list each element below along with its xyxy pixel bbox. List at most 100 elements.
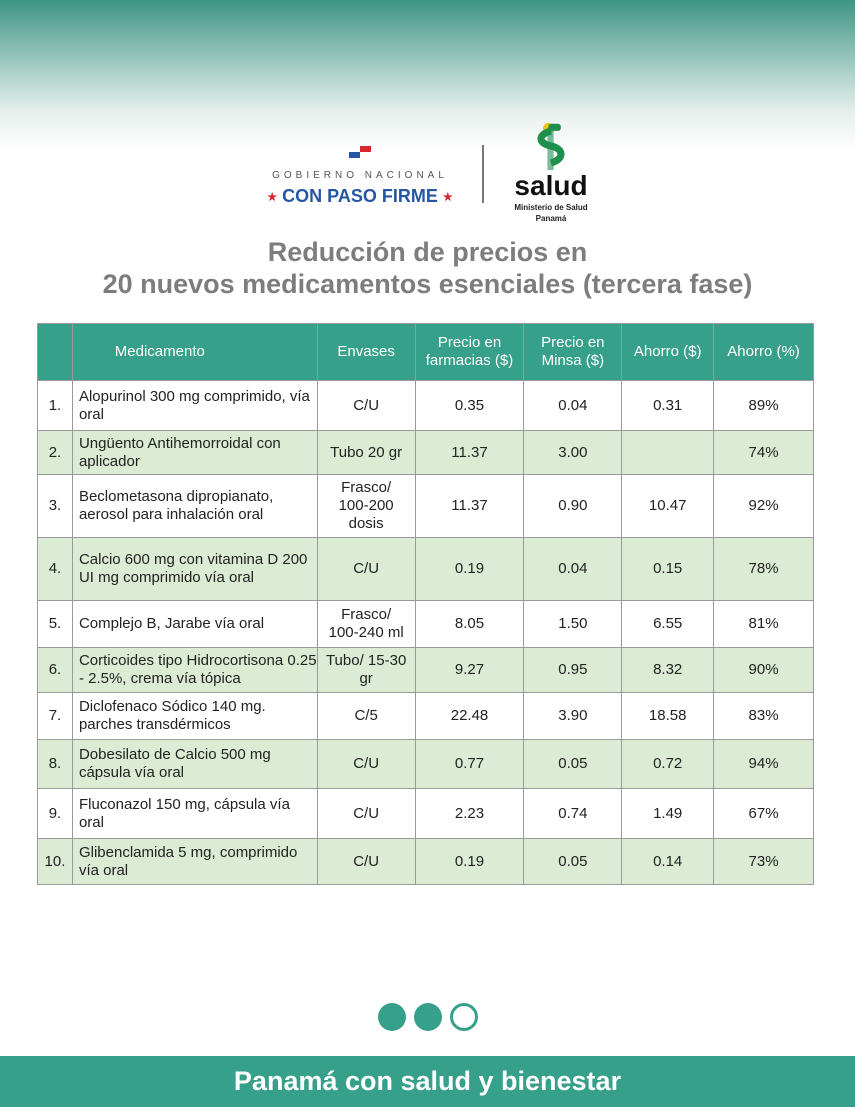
pharmacy-price: 0.19 [414, 537, 525, 601]
medicine-name: Diclofenaco Sódico 140 mg. parches trans… [71, 692, 318, 740]
row-number: 5. [37, 600, 73, 648]
package: C/5 [316, 692, 416, 740]
row-number: 1. [37, 380, 73, 431]
package: Tubo 20 gr [316, 430, 416, 475]
footer-banner: Panamá con salud y bienestar [0, 1056, 855, 1107]
column-header: Medicamento [71, 323, 318, 381]
column-header: Ahorro ($) [621, 323, 715, 381]
minsa-price: 3.00 [523, 430, 623, 475]
table-row: 6. Corticoides tipo Hidrocortisona 0.25 -… [37, 647, 814, 693]
table-row: 7. Diclofenaco Sódico 140 mg. parches tra… [37, 692, 814, 740]
row-number: 7. [37, 692, 73, 740]
pharmacy-price: 0.19 [414, 838, 525, 885]
medicine-name: Calcio 600 mg con vitamina D 200 UI mg c… [71, 537, 318, 601]
column-header: Precio en Minsa ($) [523, 323, 623, 381]
page-title: Reducción de precios en 20 nuevos medicam… [0, 236, 855, 300]
medicine-name: Corticoides tipo Hidrocortisona 0.25 - 2… [71, 647, 318, 693]
pharmacy-price: 22.48 [414, 692, 525, 740]
pharmacy-price: 8.05 [414, 600, 525, 648]
minsa-price: 0.05 [523, 739, 623, 789]
package: C/U [316, 380, 416, 431]
table-row: 3. Beclometasona dipropianato, aerosol pa… [37, 474, 814, 538]
savings-percent: 78% [713, 537, 814, 601]
medicine-name: Glibenclamida 5 mg, comprimido vía oral [71, 838, 318, 885]
pharmacy-price: 2.23 [414, 788, 525, 839]
serpent-staff-icon [537, 122, 565, 170]
package: C/U [316, 838, 416, 885]
row-number: 2. [37, 430, 73, 475]
pharmacy-price: 0.77 [414, 739, 525, 789]
row-number: 3. [37, 474, 73, 538]
row-number: 4. [37, 537, 73, 601]
gobierno-logo: GOBIERNO NACIONAL ★ CON PASO FIRME ★ [240, 145, 480, 208]
savings-amount: 0.14 [621, 838, 715, 885]
savings-percent: 81% [713, 600, 814, 648]
savings-amount: 0.31 [621, 380, 715, 431]
package: Tubo/ 15-30 gr [316, 647, 416, 693]
row-number: 10. [37, 838, 73, 885]
savings-percent: 94% [713, 739, 814, 789]
savings-amount: 0.72 [621, 739, 715, 789]
salud-word: salud [514, 170, 588, 201]
table-row: 4. Calcio 600 mg con vitamina D 200 UI mg… [37, 537, 814, 601]
savings-amount [621, 430, 715, 475]
savings-amount: 8.32 [621, 647, 715, 693]
savings-amount: 10.47 [621, 474, 715, 538]
savings-percent: 73% [713, 838, 814, 885]
table-row: 5. Complejo B, Jarabe vía oral Frasco/ 100… [37, 600, 814, 648]
package: Frasco/ 100-240 ml [316, 600, 416, 648]
minsa-logo: salud Ministerio de Salud Panamá [500, 122, 602, 224]
minsa-price: 0.05 [523, 838, 623, 885]
savings-amount: 6.55 [621, 600, 715, 648]
medicine-name: Dobesilato de Calcio 500 mg cápsula vía … [71, 739, 318, 789]
savings-percent: 67% [713, 788, 814, 839]
savings-percent: 89% [713, 380, 814, 431]
medicine-name: Alopurinol 300 mg comprimido, vía oral [71, 380, 318, 431]
minsa-price: 0.90 [523, 474, 623, 538]
savings-amount: 18.58 [621, 692, 715, 740]
salud-sub2: Panamá [535, 214, 567, 223]
table-row: 2. Ungüento Antihemorroidal con aplicador… [37, 430, 814, 475]
table-row: 9. Fluconazol 150 mg, cápsula vía oral C/U… [37, 788, 814, 839]
minsa-price: 0.95 [523, 647, 623, 693]
page-dot-3[interactable] [450, 1003, 478, 1031]
pharmacy-price: 0.35 [414, 380, 525, 431]
title-line2: 20 nuevos medicamentos esenciales (terce… [102, 269, 753, 299]
medicine-name: Beclometasona dipropianato, aerosol para… [71, 474, 318, 538]
pharmacy-price: 9.27 [414, 647, 525, 693]
page-dot-2[interactable] [414, 1003, 442, 1031]
column-header [37, 323, 73, 381]
table-row: 8. Dobesilato de Calcio 500 mg cápsula ví… [37, 739, 814, 789]
package: C/U [316, 537, 416, 601]
package: C/U [316, 788, 416, 839]
medicine-name: Fluconazol 150 mg, cápsula vía oral [71, 788, 318, 839]
header-gradient [0, 0, 855, 150]
medicines-table: Medicamento Envases Precio en farmacias ($… [37, 323, 814, 885]
package: Frasco/ 100-200 dosis [316, 474, 416, 538]
table-row: 1. Alopurinol 300 mg comprimido, vía oral… [37, 380, 814, 431]
table-row: 10. Glibenclamida 5 mg, comprimido vía or… [37, 838, 814, 885]
pharmacy-price: 11.37 [414, 474, 525, 538]
savings-percent: 90% [713, 647, 814, 693]
pager [378, 1003, 478, 1031]
column-header: Envases [316, 323, 416, 381]
row-number: 8. [37, 739, 73, 789]
logo-divider [482, 145, 484, 203]
savings-percent: 92% [713, 474, 814, 538]
salud-sub1: Ministerio de Salud [514, 203, 588, 212]
minsa-price: 0.04 [523, 380, 623, 431]
medicine-name: Ungüento Antihemorroidal con aplicador [71, 430, 318, 475]
pharmacy-price: 11.37 [414, 430, 525, 475]
savings-amount: 0.15 [621, 537, 715, 601]
minsa-price: 0.04 [523, 537, 623, 601]
minsa-price: 3.90 [523, 692, 623, 740]
page-dot-1[interactable] [378, 1003, 406, 1031]
medicine-name: Complejo B, Jarabe vía oral [71, 600, 318, 648]
package: C/U [316, 739, 416, 789]
minsa-price: 0.74 [523, 788, 623, 839]
savings-amount: 1.49 [621, 788, 715, 839]
gov-line2: ★ CON PASO FIRME ★ [267, 186, 453, 206]
column-header: Precio en farmacias ($) [414, 323, 525, 381]
row-number: 9. [37, 788, 73, 839]
panama-flag-icon [349, 146, 371, 158]
